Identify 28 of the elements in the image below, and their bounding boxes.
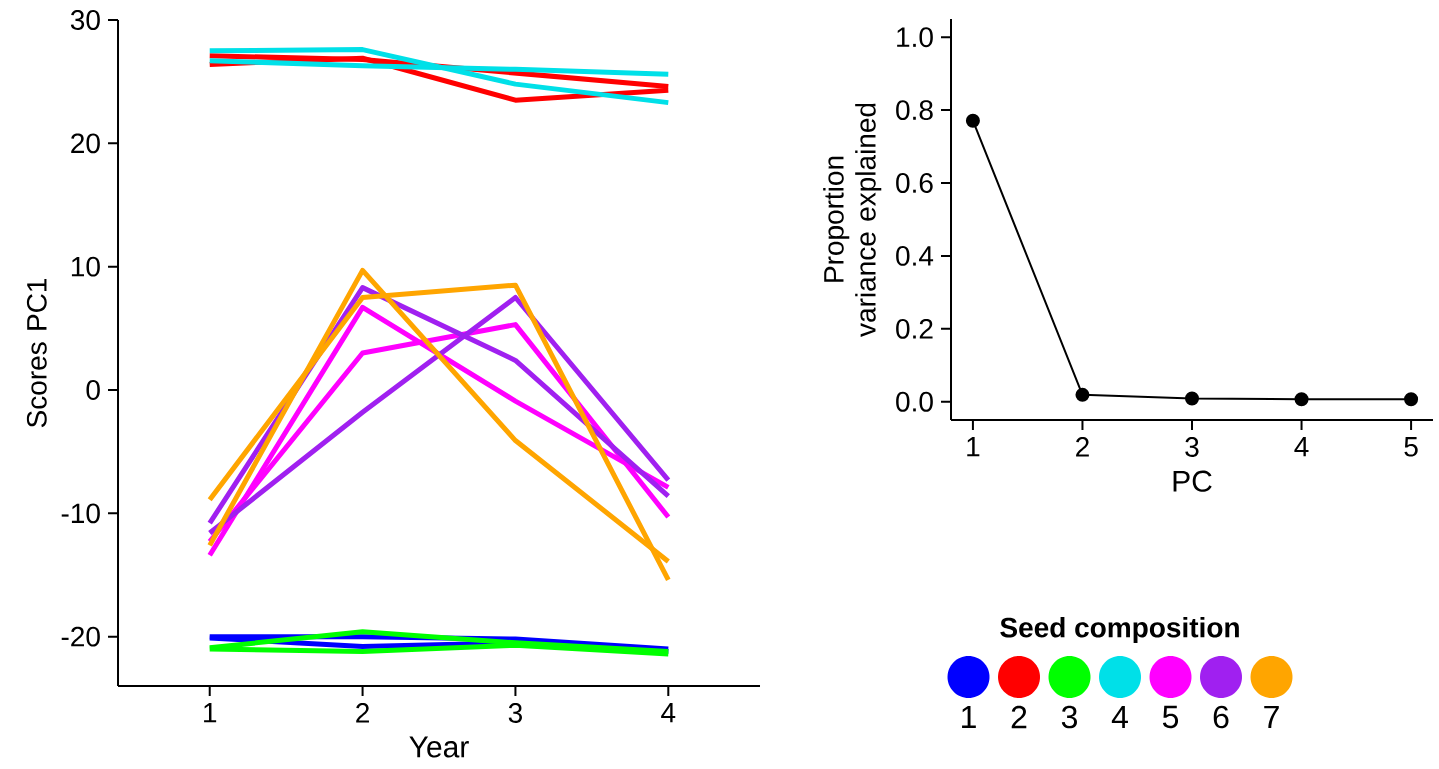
legend-title: Seed composition	[1000, 616, 1239, 644]
x-tick-label: 3	[508, 703, 522, 723]
y-tick-label: 0.8	[896, 100, 933, 121]
y-tick-label: -20	[61, 626, 100, 647]
x-tick-label: 4	[661, 703, 676, 723]
legend-label: 7	[1264, 705, 1279, 728]
y-tick-label: 1.0	[897, 27, 933, 48]
y-tick-label: 0.6	[896, 173, 933, 193]
y-tick-label: 0.4	[896, 246, 934, 266]
x-tick-label: 1	[967, 437, 980, 457]
y-tick-label: 30	[70, 10, 100, 30]
y-axis-title: Proportion variance explained	[823, 103, 882, 337]
x-tick-label: 2	[356, 703, 369, 723]
x-tick-label: 1	[204, 703, 217, 723]
y-tick-label: 20	[71, 133, 100, 154]
x-axis-title: PC	[1173, 470, 1212, 492]
y-tick-label: 0.2	[896, 318, 933, 339]
legend-label: 6	[1213, 705, 1229, 729]
x-axis-title: Year	[409, 736, 469, 758]
x-tick-label: 5	[1404, 437, 1418, 457]
y-tick-label: 10	[71, 256, 100, 277]
x-tick-label: 3	[1185, 437, 1199, 457]
x-tick-label: 4	[1294, 437, 1309, 457]
y-tick-label: -10	[61, 503, 100, 524]
x-tick-label: 2	[1076, 437, 1089, 457]
y-axis-title: Scores PC1	[26, 278, 47, 428]
y-tick-label: 0.0	[896, 391, 933, 412]
y-tick-label: 0	[86, 380, 100, 400]
